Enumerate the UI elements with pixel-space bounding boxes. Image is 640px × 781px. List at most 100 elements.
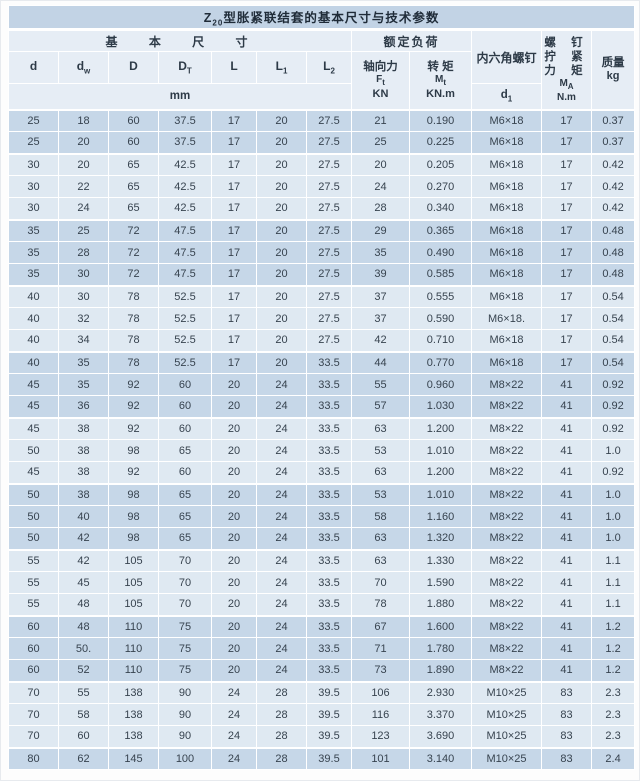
table-cell: 101 [351, 746, 410, 770]
table-cell: 80 [8, 746, 59, 770]
table-cell: 0.42 [590, 175, 636, 198]
header-row-groups: 基 本 尺 寸 额定负荷 内六角螺钉 螺 钉 拧 紧 力 矩 MA N.m 质量… [8, 29, 636, 111]
table-cell: 20 [256, 284, 307, 308]
table-cell: 24 [211, 746, 257, 770]
table-row: 55 45 105 70 20 24 33.5 70 1.590 M8×22 41 1.1 [8, 571, 636, 594]
table-cell: 37 [351, 284, 410, 308]
table-cell: 92 [108, 416, 159, 440]
table-cell: 1.890 [409, 659, 472, 682]
table-cell: 20 [256, 131, 307, 154]
header-axial-force: 轴向力 Ft KN [351, 51, 410, 111]
table-cell: 0.585 [409, 263, 472, 286]
table-cell: 98 [108, 482, 159, 506]
table-cell: 92 [108, 373, 159, 396]
table-cell: 40 [58, 505, 109, 528]
table-cell: 42.5 [158, 152, 212, 176]
table-cell: 65 [108, 175, 159, 198]
table-cell: 75 [158, 614, 212, 638]
table-cell: 138 [108, 725, 159, 748]
table-cell: 1.0 [590, 482, 636, 506]
table-cell: 0.205 [409, 152, 472, 176]
table-cell: 20 [211, 373, 257, 396]
table-cell: M6×18 [471, 131, 542, 154]
table-cell: M8×22 [471, 461, 542, 484]
table-cell: 0.340 [409, 197, 472, 220]
table-cell: 30 [8, 197, 59, 220]
table-cell: 20 [256, 350, 307, 374]
header-screw-tightening-torque: 螺 钉 拧 紧 力 矩 MA N.m [541, 29, 592, 111]
table-cell: M10×25 [471, 680, 542, 704]
table-cell: 105 [108, 593, 159, 616]
table-cell: 33.5 [306, 350, 352, 374]
table-cell: 65 [158, 527, 212, 550]
table-cell: 65 [158, 505, 212, 528]
table-cell: 17 [211, 175, 257, 198]
table-cell: 63 [351, 548, 410, 572]
table-cell: 25 [8, 131, 59, 154]
header-rated-load: 额定负荷 [351, 29, 472, 52]
table-cell: 78 [108, 329, 159, 352]
table-cell: 24 [256, 373, 307, 396]
table-cell: 20 [211, 395, 257, 418]
table-cell: 98 [108, 505, 159, 528]
table-cell: 0.590 [409, 307, 472, 330]
table-row: 70 55 138 90 24 28 39.5 106 2.930 M10×25 83 2.3 [8, 680, 636, 704]
table-cell: 70 [351, 571, 410, 594]
table-cell: 1.200 [409, 416, 472, 440]
table-cell: M6×18 [471, 218, 542, 242]
header-col-D: D [108, 51, 159, 84]
table-cell: 27.5 [306, 109, 352, 132]
table-cell: 1.1 [590, 593, 636, 616]
table-cell: 1.320 [409, 527, 472, 550]
table-cell: 17 [211, 263, 257, 286]
table-row: 70 58 138 90 24 28 39.5 116 3.370 M10×25 83 2.3 [8, 703, 636, 726]
table-cell: 78 [108, 284, 159, 308]
table-cell: 24 [256, 593, 307, 616]
table-cell: M6×18 [471, 197, 542, 220]
table-cell: M8×22 [471, 548, 542, 572]
table-cell: 17 [211, 218, 257, 242]
table-cell: 75 [158, 659, 212, 682]
page-title: Z20型胀紧联结套的基本尺寸与技术参数 [7, 5, 636, 31]
table-cell: M6×18 [471, 152, 542, 176]
table-cell: 98 [108, 527, 159, 550]
table-cell: 37.5 [158, 109, 212, 132]
table-cell: 24 [256, 461, 307, 484]
table-cell: 42 [58, 548, 109, 572]
table-cell: 17 [541, 350, 592, 374]
table-cell: 20 [211, 593, 257, 616]
tighten-symbol: MA [559, 78, 574, 92]
table-cell: 17 [541, 109, 592, 132]
table-cell: 2.3 [590, 703, 636, 726]
table-cell: M8×22 [471, 505, 542, 528]
table-cell: 42.5 [158, 197, 212, 220]
table-cell: 0.92 [590, 373, 636, 396]
table-cell: 83 [541, 680, 592, 704]
table-cell: 110 [108, 614, 159, 638]
table-cell: 20 [211, 505, 257, 528]
table-cell: 17 [211, 109, 257, 132]
table-cell: 78 [108, 350, 159, 374]
table-cell: 20 [211, 659, 257, 682]
table-cell: 90 [158, 725, 212, 748]
table-cell: 17 [541, 284, 592, 308]
table-cell: 105 [108, 571, 159, 594]
table-cell: M6×18 [471, 350, 542, 374]
table-cell: 0.54 [590, 350, 636, 374]
table-cell: 0.48 [590, 218, 636, 242]
table-cell: 41 [541, 439, 592, 462]
table-cell: 70 [158, 593, 212, 616]
table-cell: 28 [256, 746, 307, 770]
table-cell: 1.0 [590, 439, 636, 462]
table-cell: 25 [351, 131, 410, 154]
table-cell: 83 [541, 725, 592, 748]
table-cell: 17 [541, 175, 592, 198]
table-cell: 17 [211, 131, 257, 154]
table-cell: 17 [211, 329, 257, 352]
table-row: 45 36 92 60 20 24 33.5 57 1.030 M8×22 41 0.92 [8, 395, 636, 418]
table-cell: 30 [8, 152, 59, 176]
table-cell: M8×22 [471, 395, 542, 418]
tighten-label-line2: 拧 紧 [544, 51, 589, 64]
table-cell: 47.5 [158, 218, 212, 242]
table-row: 40 32 78 52.5 17 20 27.5 37 0.590 M6×18. 17 0.54 [8, 307, 636, 330]
